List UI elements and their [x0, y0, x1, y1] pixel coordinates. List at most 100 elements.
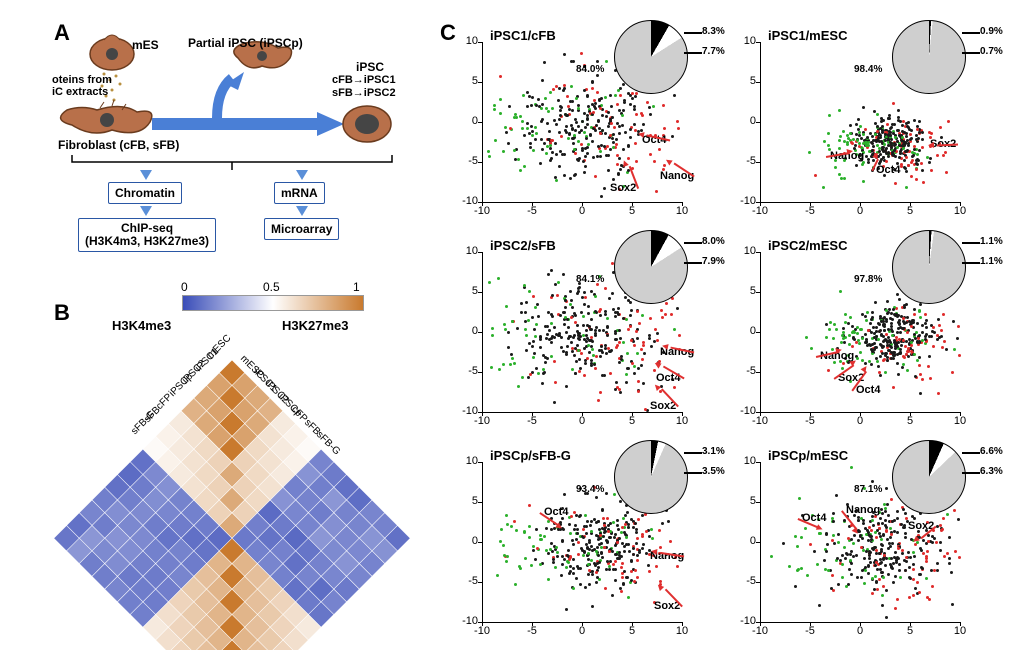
data-point: [523, 134, 526, 137]
data-point: [513, 362, 516, 365]
x-tick: 5: [620, 625, 644, 637]
data-point: [554, 566, 557, 569]
data-point: [502, 544, 505, 547]
data-point: [925, 326, 928, 329]
data-point: [937, 318, 940, 321]
data-point: [942, 313, 945, 316]
data-point: [904, 569, 907, 572]
data-point: [635, 330, 638, 333]
data-point: [865, 319, 868, 322]
data-point: [897, 109, 900, 112]
data-point: [566, 345, 569, 348]
data-point: [673, 386, 676, 389]
data-point: [563, 493, 566, 496]
data-point: [524, 328, 527, 331]
data-point: [827, 569, 830, 572]
data-point: [574, 372, 577, 375]
data-point: [796, 545, 799, 548]
data-point: [904, 532, 907, 535]
data-point: [891, 520, 894, 523]
data-point: [516, 327, 519, 330]
data-point: [898, 563, 901, 566]
data-point: [610, 122, 613, 125]
data-point: [636, 576, 639, 579]
data-point: [626, 352, 629, 355]
data-point: [899, 331, 902, 334]
data-point: [618, 125, 621, 128]
data-point: [596, 91, 599, 94]
data-point: [551, 107, 554, 110]
data-point: [602, 535, 605, 538]
data-point: [867, 161, 870, 164]
data-point: [584, 362, 587, 365]
data-point: [896, 362, 899, 365]
data-point: [794, 585, 797, 588]
data-point: [877, 365, 880, 368]
data-point: [604, 313, 607, 316]
data-point: [608, 568, 611, 571]
data-point: [625, 381, 628, 384]
data-point: [888, 349, 891, 352]
data-point: [832, 520, 835, 523]
data-point: [570, 60, 573, 63]
data-point: [519, 169, 522, 172]
data-point: [921, 169, 924, 172]
y-tick: 0: [730, 325, 756, 337]
data-point: [488, 155, 491, 158]
data-point: [867, 141, 870, 144]
data-point: [528, 536, 531, 539]
data-point: [550, 542, 553, 545]
data-point: [663, 127, 666, 130]
pie-label-black: 0.9%: [980, 26, 1003, 37]
data-point: [922, 552, 925, 555]
data-point: [597, 145, 600, 148]
data-point: [813, 550, 816, 553]
data-point: [842, 327, 845, 330]
data-point: [635, 542, 638, 545]
data-point: [897, 116, 900, 119]
data-point: [896, 598, 899, 601]
data-point: [617, 89, 620, 92]
data-point: [648, 334, 651, 337]
data-point: [931, 585, 934, 588]
data-point: [896, 146, 899, 149]
data-point: [606, 317, 609, 320]
data-point: [521, 127, 524, 130]
data-point: [956, 337, 959, 340]
data-point: [595, 571, 598, 574]
data-point: [614, 315, 617, 318]
data-point: [894, 341, 897, 344]
x-tick: 10: [670, 205, 694, 217]
data-point: [857, 539, 860, 542]
data-point: [861, 537, 864, 540]
data-point: [948, 536, 951, 539]
data-point: [829, 321, 832, 324]
data-point: [846, 143, 849, 146]
data-point: [502, 150, 505, 153]
subplot-title: iPSC1/mESC: [768, 28, 847, 43]
data-point: [614, 332, 617, 335]
data-point: [939, 126, 942, 129]
arrow-down-icon: [296, 206, 308, 216]
pie-label-white: 1.1%: [980, 256, 1003, 267]
data-point: [621, 114, 624, 117]
data-point: [577, 553, 580, 556]
data-point: [864, 333, 867, 336]
data-point: [884, 519, 887, 522]
data-point: [904, 512, 907, 515]
data-point: [898, 569, 901, 572]
data-point: [595, 355, 598, 358]
data-point: [862, 180, 865, 183]
y-tick: -5: [452, 365, 478, 377]
data-point: [554, 381, 557, 384]
data-point: [875, 326, 878, 329]
data-point: [576, 528, 579, 531]
data-point: [847, 537, 850, 540]
data-point: [582, 536, 585, 539]
data-point: [843, 177, 846, 180]
data-point: [917, 159, 920, 162]
data-point: [497, 277, 500, 280]
data-point: [599, 150, 602, 153]
data-point: [921, 146, 924, 149]
data-point: [882, 335, 885, 338]
